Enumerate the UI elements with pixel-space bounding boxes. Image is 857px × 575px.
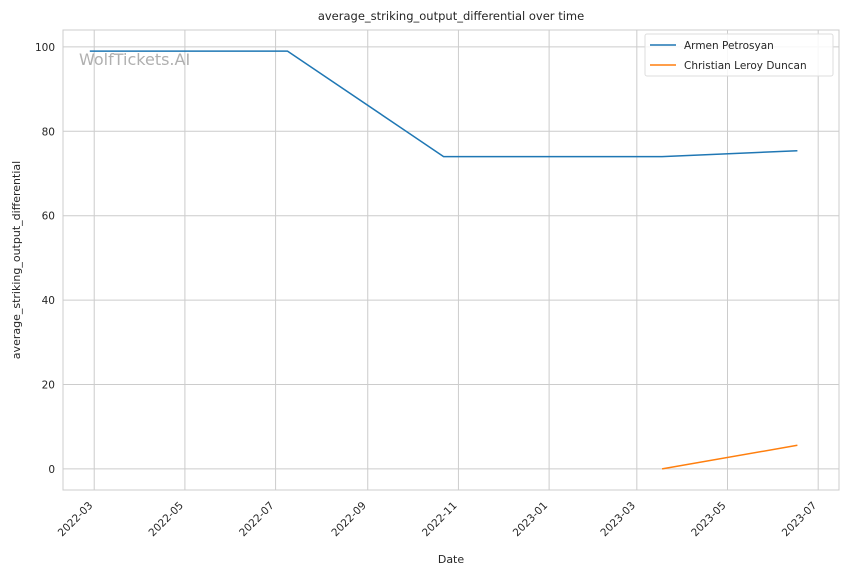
legend-label-christian-leroy-duncan: Christian Leroy Duncan [684,60,807,72]
legend: Armen Petrosyan Christian Leroy Duncan [644,33,834,77]
legend-label-armen-petrosyan: Armen Petrosyan [684,40,774,52]
y-tick-label: 0 [48,464,55,476]
watermark-text: WolfTickets.AI [79,50,190,69]
y-tick-label: 60 [42,211,55,223]
series-line-armen-petrosyan [89,50,798,158]
y-tick-label: 100 [35,42,55,54]
y-tick-label: 80 [42,126,55,138]
series-lines [89,50,798,470]
y-axis-label: average_striking_output_differential [10,161,23,359]
y-tick-label: 20 [42,379,55,391]
series-line-christian-leroy-duncan [661,444,798,470]
y-axis-ticks: 0 20 40 60 80 100 [35,42,55,476]
grid-lines [63,30,839,490]
y-tick-label: 40 [42,295,55,307]
legend-box [644,33,834,77]
x-axis-label: Date [438,553,465,566]
plot-frame [62,29,840,491]
chart-title: average_striking_output_differential ove… [318,9,584,23]
